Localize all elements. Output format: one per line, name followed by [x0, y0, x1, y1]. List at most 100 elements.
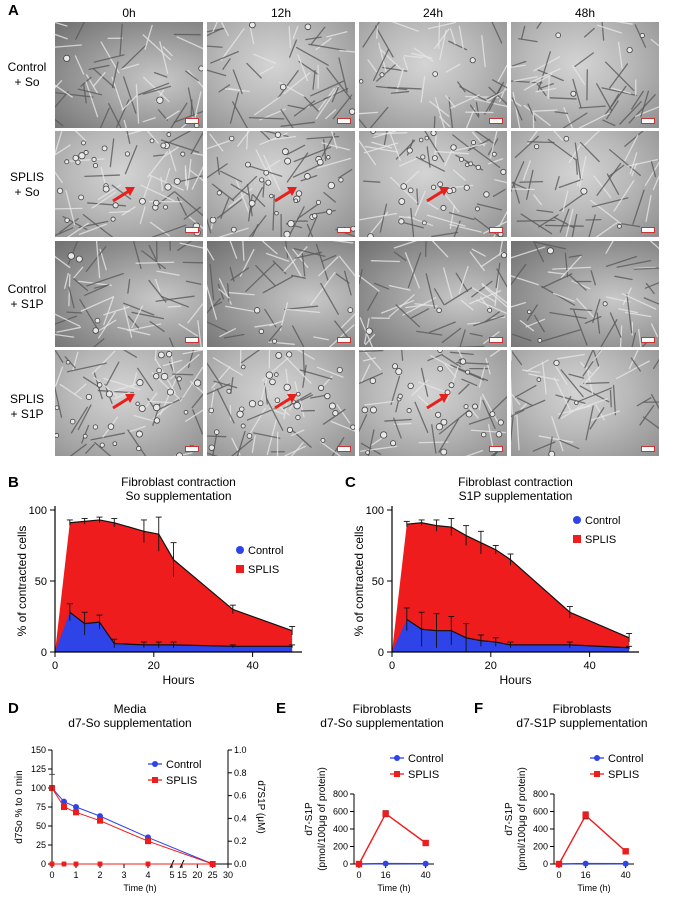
- errorbar-splis: [626, 633, 633, 643]
- area-control: [55, 612, 293, 652]
- scale-bar: [337, 337, 351, 343]
- scale-bar: [641, 227, 655, 233]
- y-tick-label: 800: [533, 789, 548, 799]
- point-control: [61, 798, 67, 805]
- legend-splis-label: SPLIS: [608, 769, 639, 781]
- y-right-tick-label: 1.0: [234, 745, 247, 755]
- line-splis: [558, 814, 627, 865]
- y-tick-label: 0: [543, 859, 548, 869]
- red-arrow-icon: [426, 394, 449, 410]
- micrograph-r4-c2: [207, 350, 355, 456]
- scale-bar: [337, 227, 351, 233]
- y-tick-label: 100: [29, 505, 47, 517]
- panel-e-label: E: [276, 700, 287, 717]
- row-label-splis-s1p: SPLIS + S1P: [9, 392, 45, 421]
- scale-bar: [641, 118, 655, 124]
- legend-control-marker: [394, 755, 400, 761]
- errorbar-splis: [477, 530, 484, 555]
- y-right-tick-label: 0.8: [234, 768, 247, 778]
- micrograph-r4-c3: [359, 350, 507, 456]
- point-s1p-splis: [49, 861, 55, 867]
- errorbar-splis: [111, 518, 118, 528]
- errorbar-control: [507, 641, 514, 648]
- micrograph-r4-c1: [55, 350, 203, 456]
- errorbar-control: [448, 616, 455, 645]
- y-axis-label-right: d7S1P (μM): [255, 780, 266, 833]
- errorbar-control: [96, 614, 103, 630]
- point-s1p-splis: [61, 861, 67, 867]
- point-splis: [145, 838, 151, 845]
- x-tick-label: 0: [556, 870, 561, 880]
- legend-splis-label: SPLIS: [248, 564, 279, 576]
- y-tick-label: 600: [533, 807, 548, 817]
- point-s1p-splis: [97, 861, 103, 867]
- point-splis: [73, 809, 79, 816]
- legend-splis-marker: [573, 535, 581, 543]
- x-tick-label: 3: [121, 870, 126, 880]
- area-splis: [55, 519, 293, 652]
- errorbar-control: [140, 641, 147, 648]
- errorbar-control: [626, 645, 633, 650]
- chart-title-line2: So supplementation: [125, 489, 231, 503]
- scale-bar: [337, 446, 351, 452]
- x-axis-label: Hours: [499, 673, 531, 687]
- x-axis-label: Time (h): [377, 883, 410, 893]
- chart-title-line1: Fibroblast contraction: [458, 475, 573, 489]
- errorbar-control: [463, 623, 470, 652]
- errorbar-splis: [96, 516, 103, 523]
- legend-control-marker: [236, 546, 244, 554]
- point-splis: [355, 860, 363, 868]
- chart-title-line2: d7-S1P supplementation: [516, 716, 647, 730]
- x-tick-label: 40: [583, 660, 595, 672]
- micrograph-r3-c2: [207, 241, 355, 347]
- red-arrow-icon: [274, 394, 297, 410]
- y-tick-label: 0: [41, 647, 47, 659]
- y-tick-label: 0: [343, 859, 348, 869]
- column-header-48h: 48h: [574, 6, 596, 20]
- line-control: [406, 618, 630, 649]
- y-tick-label: 125: [31, 764, 46, 774]
- line-splis: [358, 812, 427, 865]
- errorbar-control: [566, 641, 573, 648]
- chart-title-line2: d7-So supplementation: [320, 716, 443, 730]
- point-splis: [61, 804, 67, 810]
- red-arrow-icon: [274, 187, 297, 203]
- y-tick-label: 50: [35, 576, 47, 588]
- y-tick-label: 600: [333, 807, 348, 817]
- errorbar-t0: [49, 773, 55, 802]
- errorbar-splis: [507, 553, 514, 566]
- micrograph-r3-c3: [359, 241, 507, 347]
- errorbar-splis: [566, 606, 573, 618]
- y-tick-label: 100: [31, 783, 46, 793]
- point-control: [622, 860, 629, 867]
- point-splis: [97, 817, 103, 824]
- panel-d-label: D: [8, 700, 19, 717]
- y-tick-label: 25: [36, 840, 46, 850]
- y-tick-label: 200: [533, 842, 548, 852]
- y-tick-label: 400: [533, 824, 548, 834]
- micrograph-r1-c2: [207, 22, 355, 128]
- red-arrow-icon: [112, 187, 135, 203]
- errorbar-splis: [403, 520, 410, 528]
- scale-bar: [185, 227, 199, 233]
- errorbar-control: [403, 607, 410, 631]
- errorbar-control: [66, 603, 73, 621]
- errorbar-splis: [463, 525, 470, 546]
- chart-title-line1: Fibroblast contraction: [121, 475, 236, 489]
- panel-f-label: F: [474, 700, 484, 717]
- legend-control-marker: [152, 761, 158, 767]
- errorbar-control: [418, 611, 425, 647]
- errorbar-control: [170, 641, 177, 648]
- y-right-tick-label: 0.6: [234, 791, 247, 801]
- legend-splis-label: SPLIS: [166, 775, 197, 787]
- errorbar-splis: [140, 519, 147, 543]
- point-s1p-splis: [145, 861, 151, 867]
- legend-control-label: Control: [248, 545, 283, 557]
- chart-title-line1: Fibroblasts: [553, 702, 612, 716]
- column-header-12h: 12h: [270, 6, 292, 20]
- errorbar-splis: [81, 518, 88, 525]
- errorbar-splis: [289, 625, 296, 635]
- micrograph-r1-c4: [511, 22, 659, 128]
- line-splis: [51, 787, 213, 865]
